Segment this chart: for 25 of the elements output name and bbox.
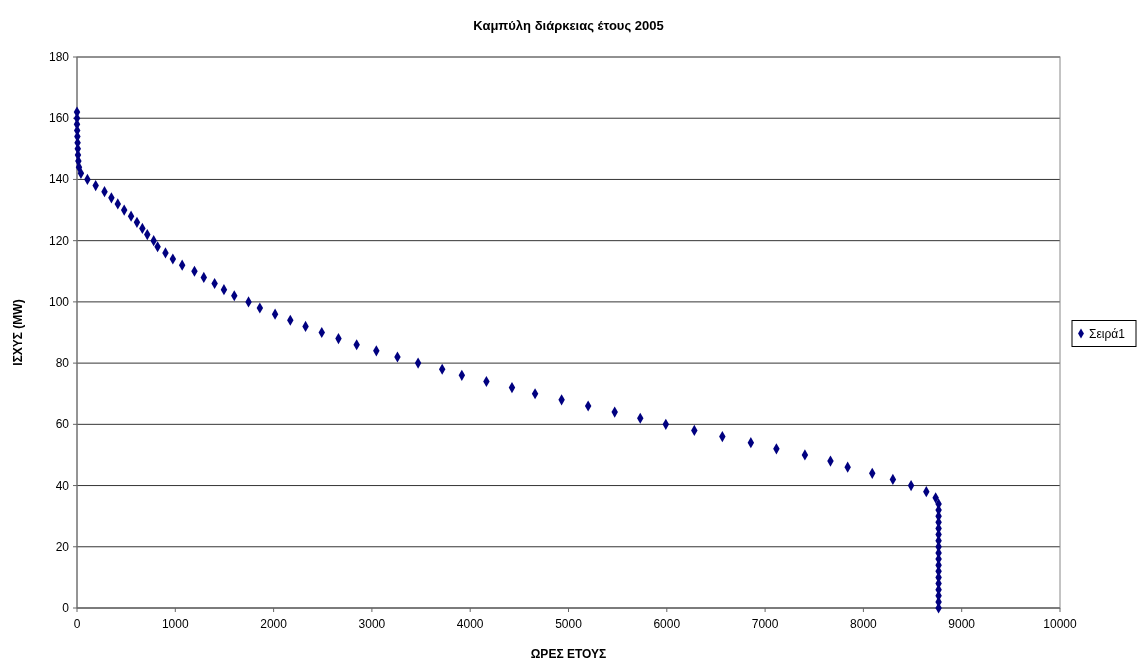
y-tick-label: 120 <box>48 233 70 248</box>
chart-title: Καμπύλη διάρκειας έτους 2005 <box>473 18 664 33</box>
x-tick-label: 4000 <box>456 617 484 631</box>
x-axis-title: ΩΡΕΣ ΕΤΟΥΣ <box>530 647 607 661</box>
y-tick-label: 160 <box>48 111 70 126</box>
y-axis-title: ΙΣΧΥΣ (MW) <box>11 299 25 366</box>
y-tick-label: 80 <box>55 356 70 371</box>
x-tick-label: 3000 <box>358 617 386 631</box>
y-tick-label: 60 <box>55 417 70 432</box>
y-tick-label: 20 <box>55 539 70 554</box>
x-tick-label: 6000 <box>653 617 681 631</box>
legend-label: Σειρά1 <box>1089 326 1126 341</box>
x-tick-label: 10000 <box>1043 617 1078 631</box>
x-tick-label: 0 <box>73 617 81 631</box>
y-tick-label: 40 <box>55 478 70 493</box>
x-tick-label: 1000 <box>161 617 189 631</box>
x-tick-label: 7000 <box>751 617 779 631</box>
x-tick-label: 2000 <box>260 617 288 631</box>
y-tick-label: 140 <box>48 172 70 187</box>
y-tick-label: 100 <box>48 294 70 309</box>
y-tick-label: 180 <box>48 50 70 64</box>
x-tick-label: 8000 <box>850 617 878 631</box>
x-tick-label: 9000 <box>948 617 976 631</box>
x-tick-label: 5000 <box>555 617 583 631</box>
y-tick-label: 0 <box>62 601 70 615</box>
